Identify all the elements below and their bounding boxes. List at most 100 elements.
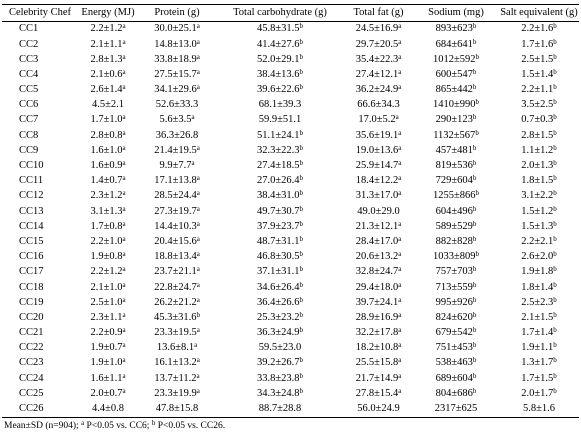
cell-value: 679±542: [435, 327, 473, 339]
header-cell: Celebrity Chef: [2, 4, 78, 22]
value-cell: 47.8±15.8: [138, 401, 216, 418]
chef-id-cell: CC9: [19, 144, 39, 156]
value-cell: 2.2±1.0a: [78, 235, 138, 250]
cell-value: 2317±625: [434, 403, 478, 415]
cell-value: 538±463: [435, 357, 473, 369]
value-cell: 1.7±1.6b: [499, 37, 579, 52]
value-cell: 27.3±19.7a: [138, 204, 216, 219]
significance-mark: b: [299, 280, 304, 289]
cell-value: 729±604: [435, 175, 473, 187]
cell-value: 32.2±17.8: [355, 327, 399, 339]
cell-value: 2.2±1.1: [521, 84, 554, 96]
value-cell: 34.3±24.8b: [216, 387, 344, 402]
cell-value: 5.6±3.5: [159, 114, 192, 126]
table-header: Celebrity Chef Energy (MJ) Protein (g) T…: [2, 4, 579, 22]
chef-id-cell: CC17: [19, 266, 44, 278]
significance-mark: a: [196, 52, 200, 61]
chef-id-cell: CC10: [19, 160, 44, 172]
value-cell: 51.1±24.1b: [216, 128, 344, 143]
significance-mark: b: [472, 326, 477, 335]
value-cell: 36.2±24.9a: [344, 83, 413, 98]
cell-value: 2.2±1.2: [90, 266, 123, 278]
significance-mark: a: [122, 204, 126, 213]
value-cell: 1033±809b: [413, 250, 499, 265]
table-row: CC20 2.3±1.1a 45.3±31.6b 25.3±23.2b 28.9±16.…: [2, 311, 579, 326]
value-cell: 1.7±1.4b: [499, 326, 579, 341]
value-cell: 49.7±30.7b: [216, 204, 344, 219]
value-cell: 2.0±1.7b: [499, 387, 579, 402]
value-cell: 1.9±1.0a: [78, 356, 138, 371]
significance-mark: b: [472, 113, 477, 122]
value-cell: 4.5±2.1: [78, 98, 138, 113]
cell-value: 2.1±0.6: [90, 68, 123, 80]
cell-value: 1.5±1.3: [521, 220, 554, 232]
cell-value: 39.7±24.1: [355, 296, 399, 308]
significance-mark: b: [299, 159, 304, 168]
value-cell: 1.7±1.0a: [78, 113, 138, 128]
value-cell: 24.5±16.9a: [344, 22, 413, 38]
value-cell: 2.2±1.6b: [499, 22, 579, 38]
value-cell: 36.4±26.6b: [216, 295, 344, 310]
chef-id-cell: CC16: [19, 251, 44, 263]
table-row: CC23 1.9±1.0a 16.1±13.2a 39.2±26.7b 25.5±15.…: [2, 356, 579, 371]
value-cell: 21.4±19.5a: [138, 144, 216, 159]
value-cell: 1.9±1.8b: [499, 265, 579, 280]
cell-value: 600±547: [435, 68, 473, 80]
cell-value: 18.8±13.4: [154, 251, 197, 263]
value-cell: 2.1±1.5b: [499, 311, 579, 326]
significance-mark: a: [398, 159, 402, 168]
value-cell: 1.8±1.5b: [499, 174, 579, 189]
cell-value: 882±828: [435, 235, 473, 247]
value-cell: 23.3±19.5a: [138, 326, 216, 341]
value-cell: 20.6±13.2a: [344, 250, 413, 265]
table-row: CC17 2.2±1.2a 23.7±21.1a 37.1±31.1b 32.8±24.…: [2, 265, 579, 280]
significance-mark: b: [553, 113, 557, 122]
significance-mark: b: [299, 234, 304, 243]
significance-mark: b: [553, 128, 557, 137]
value-cell: 2.2±1.2a: [78, 22, 138, 38]
significance-mark: b: [299, 143, 304, 152]
significance-mark: b: [553, 52, 557, 61]
value-cell: 34.6±26.4b: [216, 280, 344, 295]
header-cell: Total fat (g): [344, 4, 413, 22]
cell-value: 290±123: [435, 114, 473, 126]
significance-mark: b: [472, 386, 477, 395]
cell-value: 33.8±18.9: [154, 53, 197, 65]
significance-mark: a: [122, 219, 126, 228]
cell-value: 27.0±26.4: [256, 175, 300, 187]
header-cell: Protein (g): [138, 4, 216, 22]
value-cell: 68.1±39.3: [216, 98, 344, 113]
value-cell: 589±529b: [413, 219, 499, 234]
significance-mark: a: [398, 37, 402, 46]
value-cell: 1.8±1.4b: [499, 280, 579, 295]
cell-value: 13.7±11.2: [154, 372, 197, 384]
footnote: Mean±SD (n=904); a P<0.05 vs. CC6; b P<0…: [4, 420, 225, 432]
table-body: CC1 2.2±1.2a 30.0±25.1a 45.8±31.5b 24.5±16.9…: [2, 22, 579, 418]
cell-value: 2.8±1.5: [521, 129, 554, 141]
significance-mark: a: [122, 143, 126, 152]
value-cell: 29.4±18.0a: [344, 280, 413, 295]
significance-mark: a: [196, 22, 200, 31]
significance-mark: b: [553, 67, 557, 76]
value-cell: 5.8±1.6: [499, 401, 579, 418]
cell-value: 1.6±1.0: [90, 144, 123, 156]
table-row: CC18 2.1±1.0a 22.8±24.7a 34.6±26.4b 29.4±18.…: [2, 280, 579, 295]
header-cell: Total carbohydrate (g): [216, 4, 344, 22]
cell-value: 804±686: [435, 387, 473, 399]
value-cell: 290±123b: [413, 113, 499, 128]
significance-mark: b: [472, 22, 477, 31]
cell-value: 38.4±31.0: [256, 190, 300, 202]
cell-value: 1.7±0.8: [90, 220, 123, 232]
cell-value: 48.7±31.1: [256, 235, 300, 247]
table-row: CC14 1.7±0.8a 14.4±10.3a 37.9±23.7b 21.3±12.…: [2, 219, 579, 234]
value-cell: 29.7±20.5a: [344, 37, 413, 52]
cell-value: 1255±866: [432, 190, 476, 202]
value-cell: 1.7±1.5b: [499, 371, 579, 386]
significance-mark: a: [191, 159, 195, 168]
cell-value: 37.9±23.7: [256, 220, 300, 232]
cell-value: 2.1±1.0: [90, 281, 123, 293]
significance-mark: b: [475, 98, 480, 107]
cell-value: 28.9±16.9: [355, 311, 399, 323]
significance-mark: a: [196, 356, 200, 365]
chef-id-cell: CC4: [19, 68, 39, 80]
